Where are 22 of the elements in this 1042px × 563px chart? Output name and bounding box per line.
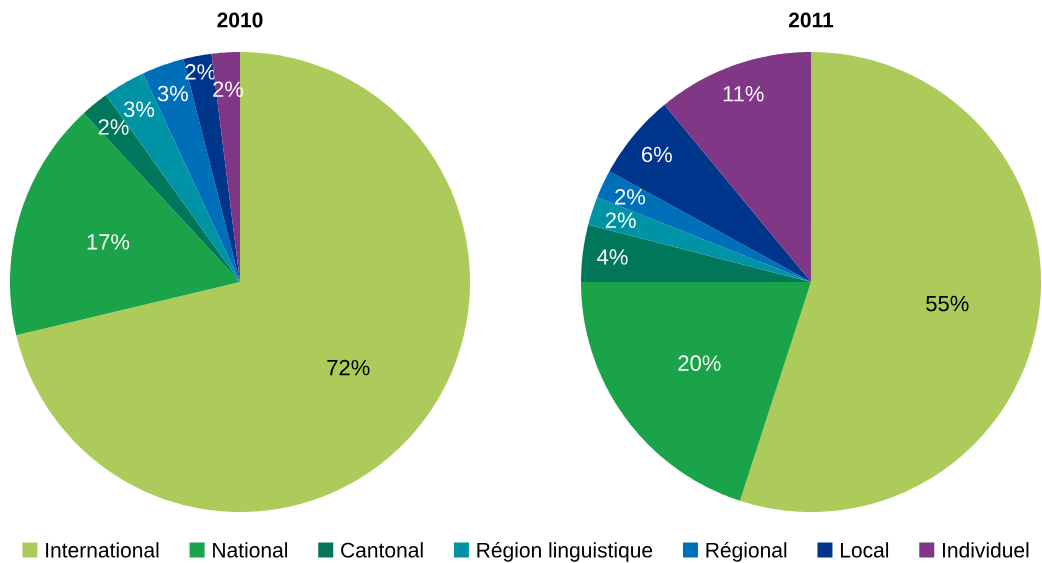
data-label: 3% [157,85,188,102]
legend-label: Local [840,542,889,558]
legend-label: Cantonal [341,542,423,558]
data-label: 55% [926,295,969,312]
data-label: 2% [605,212,636,228]
legend-label: International [46,542,159,558]
legend-label: Région linguistique [477,541,653,562]
data-label: 4% [597,249,628,265]
data-label: 6% [642,146,672,163]
data-label: 72% [327,359,370,376]
data-label: 20% [678,355,721,371]
legend-label: Régional [706,541,787,562]
data-label: 11% [723,86,764,102]
legend-label: National [213,542,288,558]
data-label: 2% [615,189,646,205]
data-label: 3% [124,101,155,118]
slice-label: 2010 [217,12,263,28]
slice-label: 2011 [788,12,834,28]
data-label: 17% [87,234,130,250]
data-label: 2% [98,119,129,135]
data-label: 2% [185,64,216,80]
legend-label: Individuel [943,542,1029,558]
